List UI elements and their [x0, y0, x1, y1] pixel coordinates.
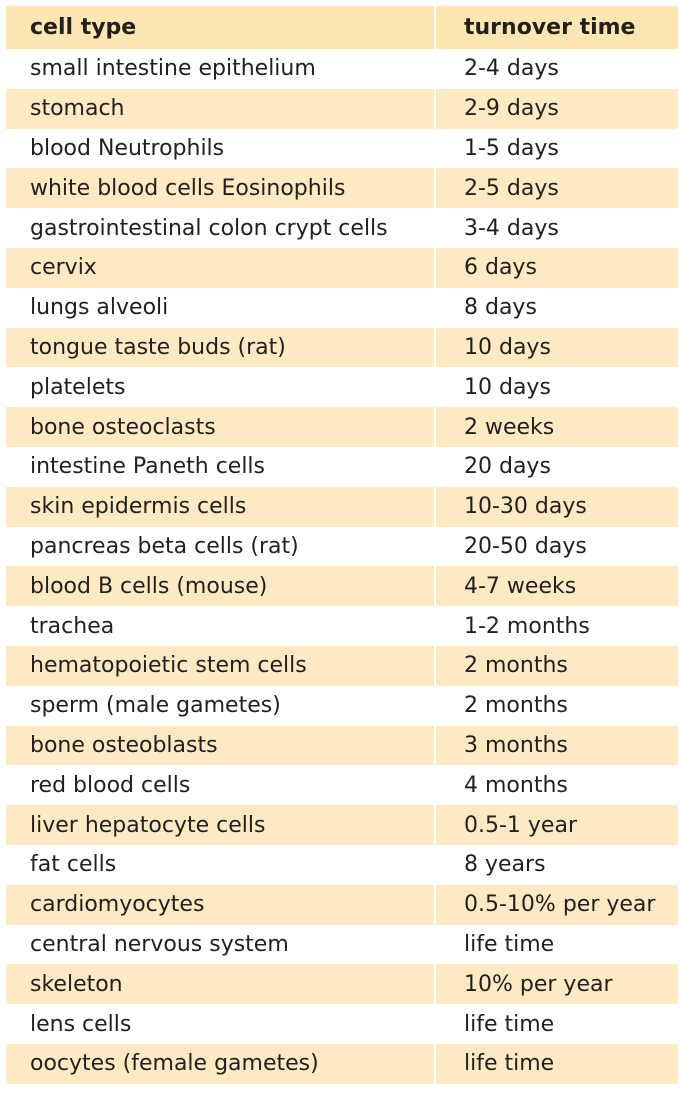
- cell-type-value: hematopoietic stem cells: [6, 645, 434, 686]
- table-row: lens cells life time: [6, 1004, 678, 1044]
- table-row: hematopoietic stem cells 2 months: [6, 645, 678, 686]
- cell-type-value: red blood cells: [6, 765, 434, 806]
- table-row: gastrointestinal colon crypt cells 3-4 da…: [6, 208, 678, 248]
- table-row: blood B cells (mouse) 4-7 weeks: [6, 566, 678, 607]
- cell-type-value: lungs alveoli: [6, 287, 434, 328]
- table-row: sperm (male gametes) 2 months: [6, 685, 678, 726]
- table-row: bone osteoblasts 3 months: [6, 725, 678, 766]
- cell-type-value: fat cells: [6, 844, 434, 885]
- cell-type-value: trachea: [6, 606, 434, 646]
- header-turnover-time: turnover time: [436, 6, 678, 49]
- turnover-time-value: 10-30 days: [436, 486, 678, 527]
- table-row: stomach 2-9 days: [6, 88, 678, 129]
- table-row: central nervous system life time: [6, 924, 678, 965]
- cell-type-value: stomach: [6, 88, 434, 129]
- table-header-row: cell type turnover time: [6, 6, 678, 49]
- table-row: skin epidermis cells 10-30 days: [6, 486, 678, 527]
- turnover-time-value: 0.5-10% per year: [436, 884, 678, 925]
- table-row: lungs alveoli 8 days: [6, 287, 678, 328]
- cell-type-value: small intestine epithelium: [6, 49, 434, 89]
- turnover-time-value: 10 days: [436, 367, 678, 408]
- turnover-time-value: life time: [436, 924, 678, 965]
- table-body: small intestine epithelium 2-4 days stomac…: [6, 49, 678, 1084]
- table-row: red blood cells 4 months: [6, 765, 678, 806]
- table-row: intestine Paneth cells 20 days: [6, 446, 678, 487]
- turnover-time-value: 10% per year: [436, 964, 678, 1005]
- turnover-time-value: 6 days: [436, 247, 678, 288]
- cell-type-value: bone osteoclasts: [6, 407, 434, 447]
- cell-type-value: bone osteoblasts: [6, 725, 434, 766]
- table-row: bone osteoclasts 2 weeks: [6, 407, 678, 447]
- cell-type-value: white blood cells Eosinophils: [6, 168, 434, 209]
- turnover-time-value: 3-4 days: [436, 208, 678, 248]
- cell-type-value: sperm (male gametes): [6, 685, 434, 726]
- turnover-time-value: 2-4 days: [436, 49, 678, 89]
- table-row: platelets 10 days: [6, 367, 678, 408]
- table-row: small intestine epithelium 2-4 days: [6, 49, 678, 89]
- turnover-time-value: 1-2 months: [436, 606, 678, 646]
- table-row: cervix 6 days: [6, 247, 678, 288]
- cell-type-value: oocytes (female gametes): [6, 1043, 434, 1084]
- header-cell-type: cell type: [6, 6, 434, 49]
- turnover-time-value: 10 days: [436, 327, 678, 368]
- cell-turnover-table: cell type turnover time small intestine …: [6, 6, 678, 1084]
- table-row: fat cells 8 years: [6, 844, 678, 885]
- turnover-time-value: 4 months: [436, 765, 678, 806]
- cell-type-value: blood Neutrophils: [6, 128, 434, 169]
- cell-type-value: skin epidermis cells: [6, 486, 434, 527]
- cell-type-value: tongue taste buds (rat): [6, 327, 434, 368]
- cell-type-value: cardiomyocytes: [6, 884, 434, 925]
- table-row: liver hepatocyte cells 0.5-1 year: [6, 805, 678, 845]
- turnover-time-value: 2-5 days: [436, 168, 678, 209]
- turnover-time-value: 2 months: [436, 685, 678, 726]
- table-row: oocytes (female gametes) life time: [6, 1043, 678, 1084]
- turnover-time-value: 8 years: [436, 844, 678, 885]
- turnover-time-value: life time: [436, 1004, 678, 1044]
- table-row: pancreas beta cells (rat) 20-50 days: [6, 526, 678, 567]
- cell-type-value: skeleton: [6, 964, 434, 1005]
- turnover-time-value: 2 weeks: [436, 407, 678, 447]
- cell-type-value: platelets: [6, 367, 434, 408]
- cell-type-value: pancreas beta cells (rat): [6, 526, 434, 567]
- turnover-time-value: 1-5 days: [436, 128, 678, 169]
- cell-type-value: lens cells: [6, 1004, 434, 1044]
- turnover-time-value: 20 days: [436, 446, 678, 487]
- table-row: tongue taste buds (rat) 10 days: [6, 327, 678, 368]
- turnover-time-value: 8 days: [436, 287, 678, 328]
- turnover-time-value: life time: [436, 1043, 678, 1084]
- turnover-time-value: 0.5-1 year: [436, 805, 678, 845]
- cell-type-value: gastrointestinal colon crypt cells: [6, 208, 434, 248]
- turnover-time-value: 4-7 weeks: [436, 566, 678, 607]
- cell-type-value: liver hepatocyte cells: [6, 805, 434, 845]
- cell-type-value: cervix: [6, 247, 434, 288]
- table-row: blood Neutrophils 1-5 days: [6, 128, 678, 169]
- table-row: cardiomyocytes 0.5-10% per year: [6, 884, 678, 925]
- cell-type-value: intestine Paneth cells: [6, 446, 434, 487]
- turnover-time-value: 2 months: [436, 645, 678, 686]
- table-row: skeleton 10% per year: [6, 964, 678, 1005]
- turnover-time-value: 20-50 days: [436, 526, 678, 567]
- cell-type-value: central nervous system: [6, 924, 434, 965]
- table-row: trachea 1-2 months: [6, 606, 678, 646]
- turnover-time-value: 2-9 days: [436, 88, 678, 129]
- cell-type-value: blood B cells (mouse): [6, 566, 434, 607]
- table-row: white blood cells Eosinophils 2-5 days: [6, 168, 678, 209]
- turnover-time-value: 3 months: [436, 725, 678, 766]
